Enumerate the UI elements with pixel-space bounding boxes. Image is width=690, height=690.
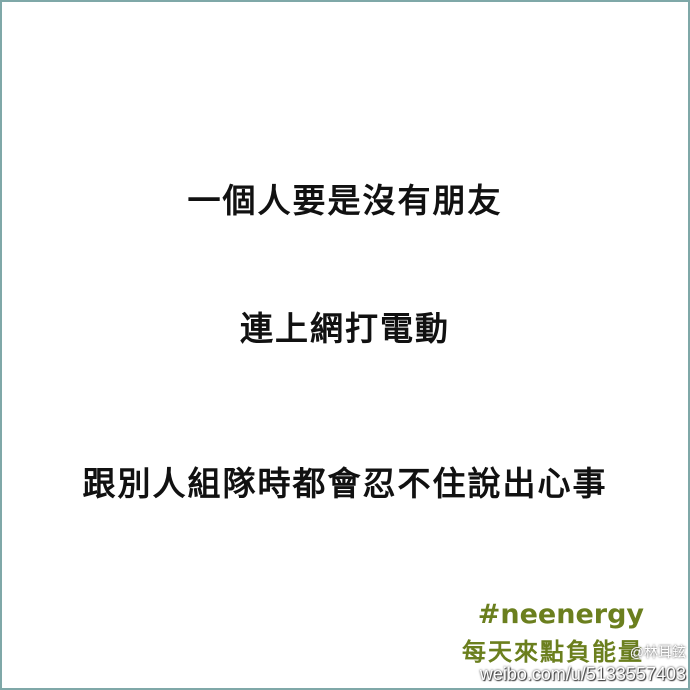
quote-line-2: 連上網打電動 <box>240 309 450 348</box>
quote-line-1: 一個人要是沒有朋友 <box>187 181 503 220</box>
watermark-user: @林耳鉉 <box>629 644 686 660</box>
quote-line-3: 跟別人組隊時都會忍不住說出心事 <box>82 464 608 503</box>
brand-hashtag: #neenergy <box>477 599 644 630</box>
brand-tagline: 每天來點負能量 <box>462 637 644 666</box>
watermark-url: weibo.com/u/5133557403 <box>479 664 686 684</box>
